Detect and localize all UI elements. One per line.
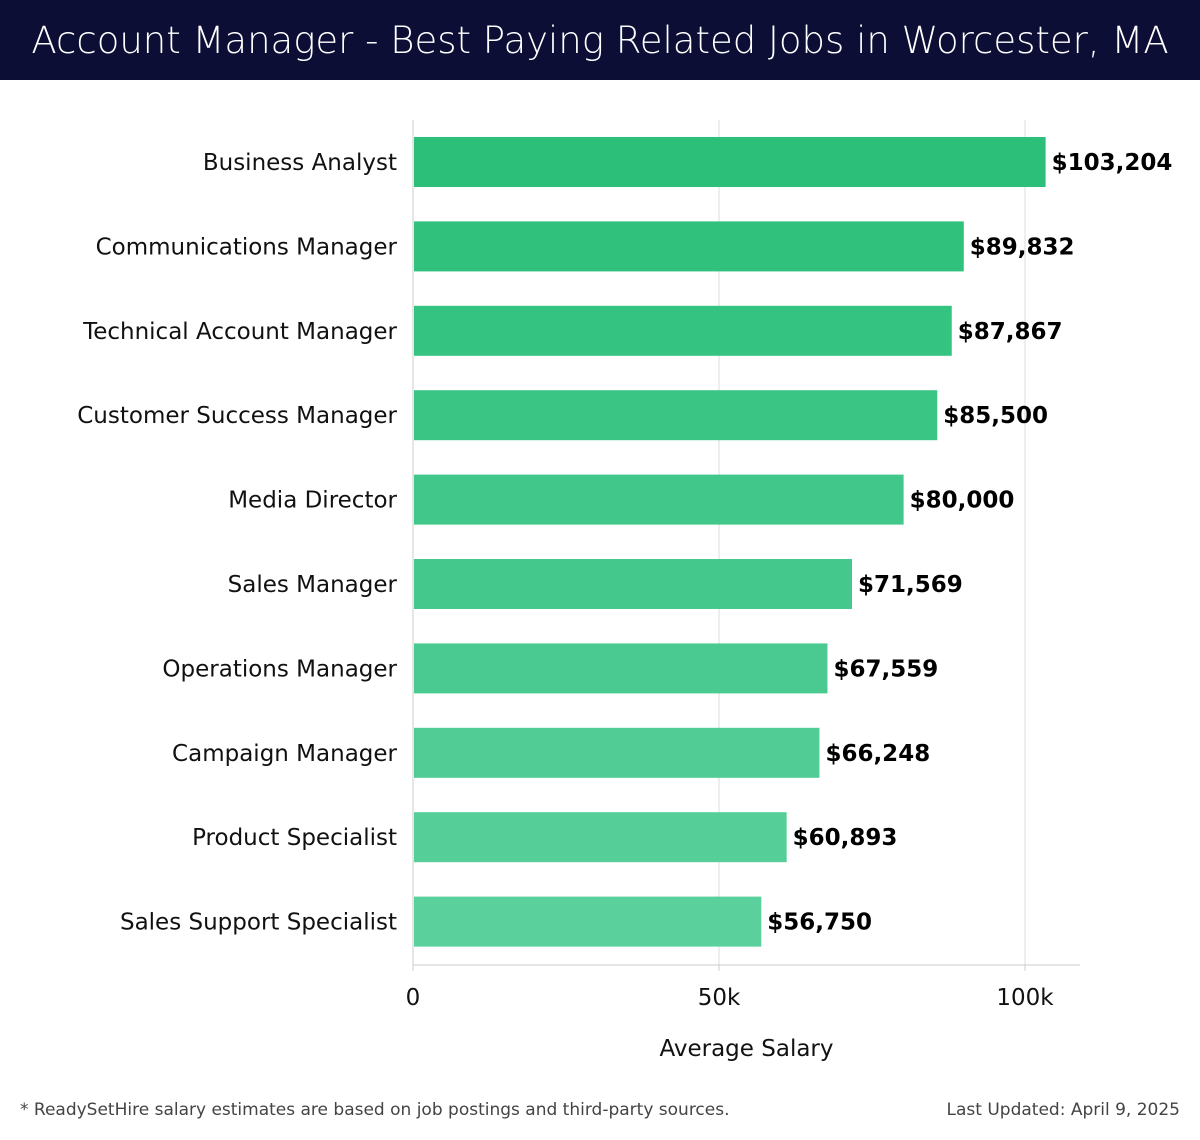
bars xyxy=(414,137,1046,947)
category-label: Operations Manager xyxy=(162,656,397,682)
value-label: $103,204 xyxy=(1052,150,1173,176)
category-label: Product Specialist xyxy=(192,825,397,851)
bar xyxy=(414,221,964,272)
x-axis-title: Average Salary xyxy=(659,1036,833,1062)
category-label: Campaign Manager xyxy=(172,741,397,767)
x-tick-label: 100k xyxy=(996,985,1054,1011)
bar xyxy=(414,812,787,863)
bar xyxy=(414,305,952,356)
x-tick-label: 50k xyxy=(698,985,741,1011)
last-updated: Last Updated: April 9, 2025 xyxy=(946,1100,1180,1120)
labels: Business Analyst $103,204 Communications M… xyxy=(77,150,1172,936)
category-label: Business Analyst xyxy=(203,150,397,176)
x-tick-label: 0 xyxy=(406,985,421,1011)
category-label: Communications Manager xyxy=(96,234,398,260)
value-label: $67,559 xyxy=(833,656,938,682)
bar xyxy=(414,474,904,525)
value-label: $89,832 xyxy=(970,234,1075,260)
value-label: $66,248 xyxy=(825,741,930,767)
category-label: Media Director xyxy=(228,488,397,514)
bar xyxy=(414,643,828,694)
value-label: $60,893 xyxy=(793,825,898,851)
chart-title: Account Manager - Best Paying Related Jo… xyxy=(31,18,1169,62)
category-label: Sales Manager xyxy=(228,572,398,598)
value-label: $87,867 xyxy=(958,319,1063,345)
value-label: $85,500 xyxy=(943,403,1048,429)
bar xyxy=(414,559,853,609)
category-label: Technical Account Manager xyxy=(82,319,397,345)
value-label: $71,569 xyxy=(858,572,963,598)
bar xyxy=(414,390,938,441)
category-label: Sales Support Specialist xyxy=(120,910,397,936)
title-bar: Account Manager - Best Paying Related Jo… xyxy=(0,0,1200,80)
axes: 0 50k 100k Average Salary xyxy=(406,120,1080,1062)
bar xyxy=(414,727,820,778)
bar xyxy=(414,137,1046,187)
bar xyxy=(414,896,762,947)
footer-note: * ReadySetHire salary estimates are base… xyxy=(20,1100,730,1120)
value-label: $80,000 xyxy=(910,488,1015,514)
value-label: $56,750 xyxy=(767,910,872,936)
bar-chart: 0 50k 100k Average Salary Business Analyst $… xyxy=(77,120,1172,1062)
category-label: Customer Success Manager xyxy=(77,403,397,429)
